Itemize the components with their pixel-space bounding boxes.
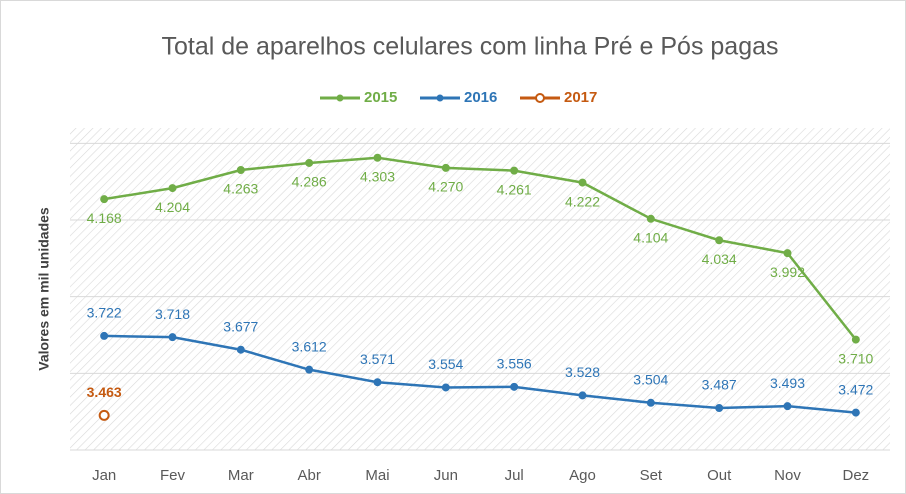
y-axis-label: Valores em mil unidades	[36, 207, 52, 371]
point	[715, 236, 724, 245]
x-tick-label: Dez	[842, 467, 869, 484]
data-label: 3.710	[838, 350, 873, 366]
x-tick-label: Nov	[774, 467, 801, 484]
point	[510, 166, 519, 175]
point	[236, 166, 245, 175]
point	[646, 398, 655, 407]
data-label: 3.556	[497, 356, 532, 372]
data-label: 3.722	[87, 305, 122, 321]
data-label: 3.493	[770, 375, 805, 391]
point	[100, 195, 109, 204]
data-label: 4.263	[223, 181, 258, 197]
legend-marker	[436, 94, 444, 102]
x-tick-label: Out	[707, 467, 732, 484]
point	[646, 214, 655, 223]
data-label: 3.554	[428, 356, 463, 372]
point	[373, 378, 382, 387]
data-label: 4.168	[87, 210, 122, 226]
point	[715, 403, 724, 412]
data-label: 3.487	[702, 377, 737, 393]
point	[98, 409, 110, 421]
chart-title: Total de aparelhos celulares com linha P…	[161, 33, 778, 61]
point	[168, 184, 177, 193]
point	[578, 391, 587, 400]
data-label: 3.472	[838, 381, 873, 397]
point	[441, 163, 450, 172]
point	[783, 402, 792, 411]
data-label: 4.204	[155, 199, 190, 215]
x-tick-label: Abr	[297, 467, 320, 484]
point	[441, 383, 450, 392]
x-tick-label: Set	[640, 467, 663, 484]
legend-marker	[535, 93, 545, 103]
data-label: 3.718	[155, 306, 190, 322]
x-tick-label: Jan	[92, 467, 116, 484]
data-label: 3.612	[292, 338, 327, 354]
point	[305, 158, 314, 167]
point	[783, 249, 792, 258]
data-label: 3.463	[87, 384, 122, 400]
data-label: 4.270	[428, 179, 463, 195]
data-label: 3.504	[633, 371, 668, 387]
x-tick-label: Fev	[160, 467, 186, 484]
x-tick-label: Jul	[505, 467, 524, 484]
point	[578, 178, 587, 187]
x-tick-label: Ago	[569, 467, 596, 484]
legend-label: 2015	[364, 89, 397, 106]
x-tick-label: Jun	[434, 467, 458, 484]
data-label: 4.222	[565, 193, 600, 209]
data-label: 4.303	[360, 168, 395, 184]
point	[851, 335, 860, 344]
data-label: 4.104	[633, 229, 668, 245]
point	[373, 153, 382, 162]
point	[100, 331, 109, 340]
data-label: 3.677	[223, 318, 258, 334]
point	[510, 382, 519, 391]
data-label: 4.261	[497, 181, 532, 197]
plot-area	[70, 128, 890, 450]
legend-label: 2017	[564, 89, 597, 106]
data-label: 3.571	[360, 351, 395, 367]
point	[168, 333, 177, 342]
x-tick-label: Mar	[228, 467, 254, 484]
legend-label: 2016	[464, 89, 497, 106]
data-label: 3.992	[770, 264, 805, 280]
point	[305, 365, 314, 374]
data-label: 3.528	[565, 364, 600, 380]
point	[851, 408, 860, 417]
data-label: 4.034	[702, 251, 737, 267]
x-tick-label: Mai	[365, 467, 389, 484]
series-line	[103, 156, 857, 341]
data-label: 4.286	[292, 174, 327, 190]
legend-marker	[336, 94, 344, 102]
point	[236, 345, 245, 354]
series-line	[104, 334, 856, 414]
